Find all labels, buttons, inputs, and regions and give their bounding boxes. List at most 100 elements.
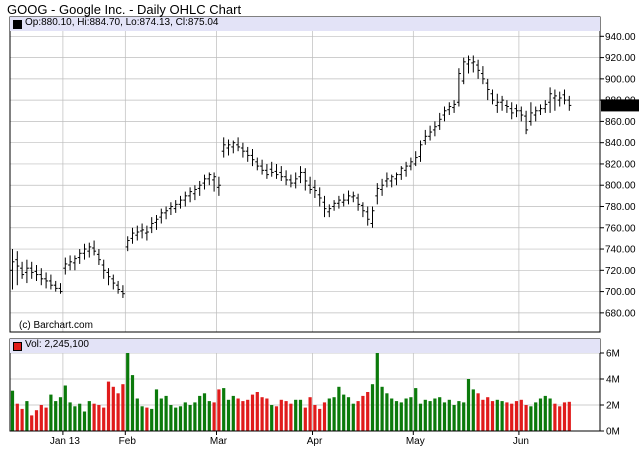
ohlc-bar — [207, 172, 212, 186]
volume-bar — [418, 403, 423, 431]
ohlc-bar — [456, 68, 461, 107]
ohlc-bar — [293, 172, 298, 189]
volume-bar — [414, 388, 418, 431]
ohlc-bar — [322, 195, 327, 218]
source-credit: (c) Barchart.com — [19, 320, 93, 331]
ohlc-bar — [192, 185, 197, 201]
price-tick-label: 740.00 — [605, 245, 636, 256]
ohlc-bar — [288, 174, 293, 188]
ohlc-bar — [140, 223, 145, 239]
ohlc-bar — [92, 240, 97, 256]
ohlc-bar — [63, 257, 68, 275]
ohlc-bar — [495, 93, 500, 113]
volume-bar — [457, 401, 461, 431]
volume-bar — [524, 405, 528, 431]
volume-bar — [97, 405, 101, 431]
volume-bar — [198, 395, 202, 431]
volume-bar — [428, 401, 432, 431]
ohlc-bar — [543, 100, 548, 113]
volume-bar — [385, 393, 389, 431]
ohlc-bar — [504, 100, 509, 113]
ohlc-bar — [168, 202, 173, 216]
price-tick-label: 820.00 — [605, 159, 636, 170]
volume-bar — [202, 393, 207, 431]
volume-bar — [54, 401, 58, 431]
volume-bar — [154, 389, 159, 431]
volume-legend-swatch — [13, 342, 22, 351]
volume-bar — [130, 375, 135, 431]
x-tick-label: Apr — [307, 436, 323, 447]
price-legend-swatch — [13, 20, 22, 29]
ohlc-bar — [399, 166, 404, 180]
ohlc-bar — [423, 129, 428, 145]
volume-bar — [111, 386, 115, 431]
volume-bar — [514, 401, 519, 431]
ohlc-bar — [548, 87, 553, 113]
volume-tick-label: 4M — [606, 375, 620, 386]
volume-bar — [164, 395, 168, 431]
ohlc-bar — [380, 178, 385, 196]
ohlc-bar — [68, 255, 73, 271]
price-tick-label: 920.00 — [605, 53, 636, 64]
volume-bar — [404, 398, 408, 431]
volume-bar — [236, 398, 240, 431]
ohlc-bar — [77, 249, 82, 264]
ohlc-bar — [346, 190, 351, 205]
volume-bar — [294, 399, 298, 431]
volume-bar — [447, 399, 451, 431]
ohlc-bar — [485, 78, 490, 101]
ohlc-bar — [197, 180, 202, 196]
ohlc-bar — [303, 168, 308, 191]
volume-bar — [150, 408, 154, 431]
ohlc-bar — [245, 146, 250, 162]
ohlc-bar — [418, 140, 423, 162]
volume-bar — [462, 402, 466, 431]
volume-bar — [519, 399, 523, 431]
volume-bar — [279, 399, 283, 431]
ohlc-bar — [327, 204, 332, 218]
ohlc-bar — [111, 274, 116, 290]
volume-bar — [78, 403, 82, 431]
ohlc-bar — [524, 110, 529, 135]
volume-bar — [231, 395, 235, 431]
volume-tick-label: 2M — [606, 401, 620, 412]
ohlc-bar — [82, 243, 87, 260]
ohlc-bar — [260, 159, 265, 175]
volume-bar — [106, 381, 111, 431]
volume-bar — [20, 408, 24, 431]
ohlc-bar — [538, 104, 543, 116]
volume-bar — [375, 345, 379, 431]
ohlc-bar — [312, 179, 317, 198]
ohlc-bar — [356, 193, 361, 211]
ohlc-bar — [447, 102, 452, 116]
ohlc-bar — [428, 125, 433, 141]
price-tick-label: 860.00 — [605, 117, 636, 128]
ohlc-bar — [24, 259, 29, 284]
volume-bar — [188, 405, 192, 431]
ohlc-bar — [466, 55, 471, 74]
ohlc-bar — [461, 57, 466, 85]
volume-bar — [529, 406, 533, 431]
price-tick-label: 800.00 — [605, 181, 636, 192]
volume-bar — [313, 405, 317, 431]
volume-bar — [159, 398, 163, 431]
volume-bar — [342, 394, 346, 431]
volume-bar — [270, 405, 274, 431]
volume-bar — [394, 401, 399, 431]
price-tick-label: 700.00 — [605, 287, 636, 298]
volume-bar — [39, 405, 43, 431]
ohlc-bar — [96, 249, 101, 265]
volume-bar — [318, 408, 322, 431]
volume-bar — [562, 402, 567, 431]
ohlc-bar — [202, 174, 207, 190]
volume-tick-label: 0M — [606, 427, 620, 438]
volume-bar — [222, 388, 226, 431]
ohlc-bar — [500, 95, 505, 111]
volume-bar — [135, 398, 139, 431]
ohlc-bar — [404, 161, 409, 177]
volume-bar — [250, 394, 255, 431]
ohlc-bar — [452, 100, 457, 113]
volume-bar — [73, 406, 77, 431]
ohlc-bar — [72, 255, 77, 271]
volume-bar — [265, 398, 269, 431]
